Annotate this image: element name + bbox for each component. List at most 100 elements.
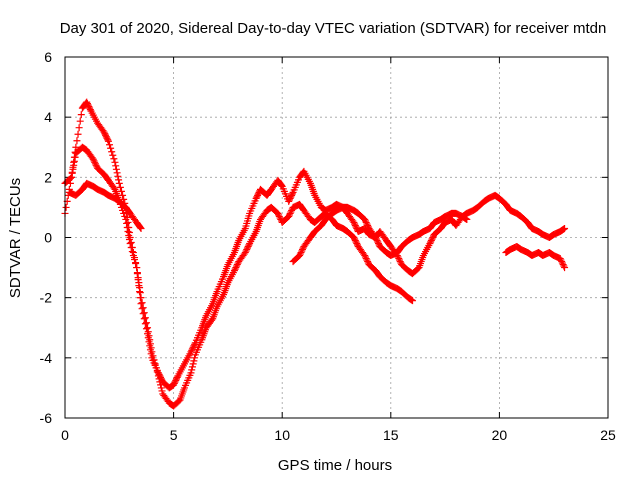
data-point-marker [92, 161, 100, 169]
data-point-marker [274, 209, 282, 217]
satellite-track-3 [65, 179, 145, 232]
data-point-marker [275, 211, 283, 219]
data-point-marker [110, 155, 118, 163]
data-point-marker [208, 316, 216, 324]
data-point-marker [69, 165, 77, 173]
data-point-marker [147, 344, 155, 352]
data-point-marker [242, 247, 250, 255]
data-point-marker [70, 157, 78, 165]
data-point-marker [100, 128, 108, 136]
data-point-marker [253, 193, 261, 201]
data-point-marker [86, 106, 94, 114]
data-point-marker [351, 235, 359, 243]
data-point-marker [351, 221, 359, 229]
data-point-marker [363, 256, 371, 264]
y-tick-label: -6 [40, 410, 53, 426]
data-point-marker [146, 336, 154, 344]
data-point-marker [463, 215, 471, 223]
y-tick-label: 0 [44, 230, 52, 246]
data-point-marker [230, 267, 238, 275]
data-point-marker [298, 246, 306, 254]
data-point-marker [71, 153, 79, 161]
data-point-marker [102, 133, 110, 141]
y-tick-label: 2 [44, 169, 52, 185]
data-point-marker [252, 194, 260, 202]
data-point-marker [189, 360, 197, 368]
data-point-marker [144, 324, 152, 332]
data-point-marker [134, 274, 142, 282]
data-point-marker [91, 160, 99, 168]
data-point-marker [296, 252, 304, 260]
data-point-marker [558, 258, 566, 266]
data-point-marker [121, 212, 129, 220]
data-point-marker [372, 235, 380, 243]
data-point-marker [106, 141, 114, 149]
satellite-track-4 [289, 203, 471, 266]
data-point-marker [138, 299, 146, 307]
data-point-marker [558, 259, 566, 267]
data-point-marker [288, 206, 296, 214]
data-point-marker [125, 228, 133, 236]
data-point-marker [109, 151, 117, 159]
data-point-marker [149, 352, 157, 360]
data-point-marker [395, 256, 403, 264]
data-point-marker [127, 244, 135, 252]
data-point-marker [122, 215, 130, 223]
data-point-marker [409, 297, 417, 305]
data-point-marker [138, 305, 146, 313]
data-point-marker [190, 342, 198, 350]
data-point-marker [144, 328, 152, 336]
x-tick-label: 5 [170, 427, 178, 443]
data-point-marker [125, 231, 133, 239]
data-point-marker [172, 376, 180, 384]
data-point-marker [123, 219, 131, 227]
data-point-marker [285, 212, 293, 220]
data-point-marker [128, 248, 136, 256]
data-point-marker [146, 340, 154, 348]
data-point-marker [101, 130, 109, 138]
data-point-marker [561, 264, 569, 272]
data-point-marker [84, 101, 92, 109]
data-point-marker [351, 220, 359, 228]
data-point-marker [124, 227, 132, 235]
data-point-marker [288, 190, 296, 198]
data-point-marker [142, 319, 150, 327]
data-point-marker [232, 264, 240, 272]
data-point-marker [89, 155, 97, 163]
data-point-marker [231, 265, 239, 273]
data-point-marker [136, 284, 144, 292]
x-tick-label: 20 [492, 427, 508, 443]
data-point-marker [91, 158, 99, 166]
data-point-marker [132, 260, 140, 268]
data-point-marker [245, 241, 253, 249]
data-point-marker [126, 240, 134, 248]
axis-ticks: 0 5 10 15 20 25 -6 -4 -2 0 2 4 6 [40, 49, 616, 443]
data-point-marker [171, 378, 179, 386]
data-point-marker [145, 332, 153, 340]
data-point-marker [68, 169, 76, 177]
data-point-marker [157, 384, 165, 392]
y-tick-label: 4 [44, 109, 52, 125]
data-point-marker [140, 315, 148, 323]
data-point-marker [187, 369, 195, 377]
data-point-marker [137, 224, 145, 232]
data-point-marker [353, 240, 361, 248]
data-point-marker [561, 224, 569, 232]
data-point-marker [364, 221, 372, 229]
data-point-marker [139, 310, 147, 318]
data-point-marker [131, 256, 139, 264]
data-point-marker [173, 373, 181, 381]
data-point-marker [277, 181, 285, 189]
data-point-marker [90, 157, 98, 165]
data-point-marker [151, 360, 159, 368]
data-point-marker [361, 217, 369, 225]
data-point-marker [361, 215, 369, 223]
data-point-marker [288, 191, 296, 199]
data-point-marker [285, 211, 293, 219]
data-point-marker [285, 197, 293, 205]
data-point-marker [112, 162, 120, 170]
data-point-marker [111, 158, 119, 166]
data-point-marker [113, 169, 121, 177]
data-point-marker [296, 250, 304, 258]
